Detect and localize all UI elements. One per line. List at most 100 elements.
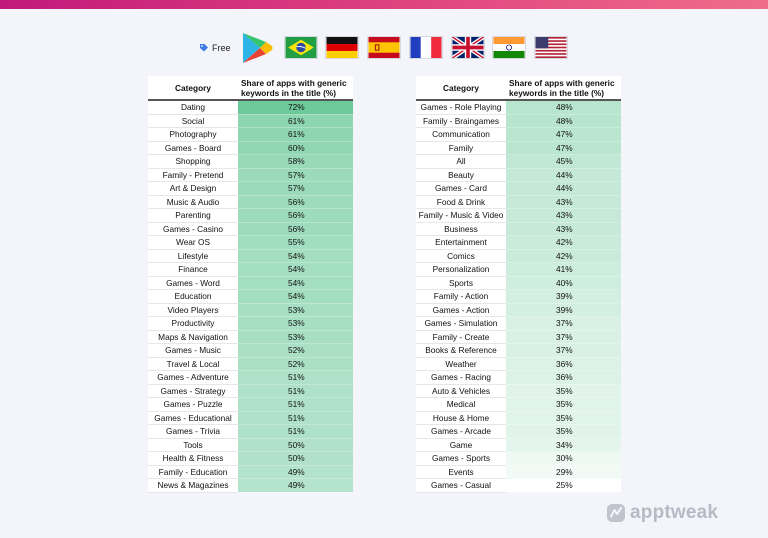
category-cell: Family - Music & Video	[416, 208, 506, 223]
category-cell: Travel & Local	[148, 357, 238, 371]
category-cell: Family	[416, 141, 506, 155]
table-row: Games - Music 52%	[148, 343, 353, 358]
category-cell: Personalization	[416, 262, 506, 277]
category-cell: Health & Fitness	[148, 451, 238, 466]
category-cell: Comics	[416, 249, 506, 263]
table-row: Family - Braingames 48%	[416, 114, 621, 128]
free-filter-badge: Free	[199, 40, 231, 55]
apptweak-logo-icon	[607, 504, 625, 522]
table-header-row: Category Share of apps with generic keyw…	[148, 76, 353, 101]
table-row: Travel & Local 52%	[148, 357, 353, 371]
category-cell: Books & Reference	[416, 343, 506, 358]
category-cell: Family - Pretend	[148, 168, 238, 182]
share-value-cell: 42%	[506, 235, 621, 250]
share-value-cell: 56%	[238, 195, 353, 209]
category-cell: Food & Drink	[416, 195, 506, 209]
share-value-cell: 52%	[238, 357, 353, 371]
table-row: Books & Reference 37%	[416, 343, 621, 358]
share-value-cell: 50%	[238, 451, 353, 466]
table-row: Games - Simulation 37%	[416, 316, 621, 331]
table-row: Weather 36%	[416, 357, 621, 371]
category-cell: Maps & Navigation	[148, 330, 238, 344]
share-value-cell: 53%	[238, 316, 353, 331]
share-value-cell: 37%	[506, 316, 621, 331]
right-category-table: Category Share of apps with generic keyw…	[416, 76, 621, 493]
table-row: House & Home 35%	[416, 411, 621, 425]
share-value-cell: 50%	[238, 438, 353, 452]
table-row: Finance 54%	[148, 262, 353, 277]
share-value-cell: 36%	[506, 370, 621, 385]
filter-header: Free	[0, 28, 768, 68]
share-value-cell: 56%	[238, 208, 353, 223]
table-row: Games - Arcade 35%	[416, 424, 621, 439]
category-cell: All	[416, 154, 506, 169]
table-row: Lifestyle 54%	[148, 249, 353, 263]
table-row: Auto & Vehicles 35%	[416, 384, 621, 398]
share-value-cell: 43%	[506, 195, 621, 209]
share-value-cell: 40%	[506, 276, 621, 290]
category-cell: Social	[148, 114, 238, 128]
category-cell: News & Magazines	[148, 478, 238, 493]
table-row: Beauty 44%	[416, 168, 621, 182]
table-row: Comics 42%	[416, 249, 621, 263]
share-value-cell: 30%	[506, 451, 621, 466]
top-accent-bar	[0, 0, 768, 9]
category-cell: Games - Role Playing	[416, 100, 506, 115]
table-row: Dating 72%	[148, 100, 353, 115]
share-value-cell: 57%	[238, 168, 353, 182]
brand-name: apptweak	[630, 502, 719, 523]
table-row: Games - Racing 36%	[416, 370, 621, 385]
share-value-cell: 45%	[506, 154, 621, 169]
category-cell: Tools	[148, 438, 238, 452]
share-value-cell: 35%	[506, 424, 621, 439]
table-row: Games - Board 60%	[148, 141, 353, 155]
category-cell: Family - Action	[416, 289, 506, 304]
category-cell: Games - Adventure	[148, 370, 238, 385]
category-cell: Games - Music	[148, 343, 238, 358]
share-value-cell: 42%	[506, 249, 621, 263]
category-cell: Parenting	[148, 208, 238, 223]
category-cell: Art & Design	[148, 181, 238, 196]
category-cell: Games - Simulation	[416, 316, 506, 331]
share-value-cell: 37%	[506, 343, 621, 358]
category-cell: Lifestyle	[148, 249, 238, 263]
table-row: Games - Action 39%	[416, 303, 621, 317]
table-row: Maps & Navigation 53%	[148, 330, 353, 344]
category-cell: Productivity	[148, 316, 238, 331]
share-value-cell: 55%	[238, 235, 353, 250]
table-row: News & Magazines 49%	[148, 478, 353, 493]
table-row: Shopping 58%	[148, 154, 353, 169]
share-value-cell: 60%	[238, 141, 353, 155]
table-row: Family - Action 39%	[416, 289, 621, 304]
table-row: Games - Casino 56%	[148, 222, 353, 236]
category-cell: Games - Card	[416, 181, 506, 196]
table-row: Tools 50%	[148, 438, 353, 452]
table-row: Health & Fitness 50%	[148, 451, 353, 466]
table-row: Communication 47%	[416, 127, 621, 142]
share-value-cell: 51%	[238, 397, 353, 412]
category-cell: Games - Strategy	[148, 384, 238, 398]
table-row: Family - Create 37%	[416, 330, 621, 344]
share-value-cell: 47%	[506, 127, 621, 142]
category-cell: House & Home	[416, 411, 506, 425]
google-play-icon	[243, 33, 273, 63]
category-cell: Education	[148, 289, 238, 304]
left-category-table: Category Share of apps with generic keyw…	[148, 76, 353, 493]
share-value-cell: 41%	[506, 262, 621, 277]
tag-icon	[200, 43, 208, 51]
category-cell: Game	[416, 438, 506, 452]
category-column-header: Category	[416, 76, 506, 101]
category-cell: Photography	[148, 127, 238, 142]
category-column-header: Category	[148, 76, 238, 101]
share-value-cell: 47%	[506, 141, 621, 155]
table-row: Wear OS 55%	[148, 235, 353, 250]
brazil-flag-icon	[284, 36, 318, 59]
category-cell: Games - Sports	[416, 451, 506, 466]
table-row: Games - Trivia 51%	[148, 424, 353, 439]
share-value-cell: 44%	[506, 168, 621, 182]
category-cell: Beauty	[416, 168, 506, 182]
germany-flag-icon	[325, 36, 359, 59]
category-cell: Entertainment	[416, 235, 506, 250]
category-cell: Finance	[148, 262, 238, 277]
category-cell: Games - Word	[148, 276, 238, 290]
